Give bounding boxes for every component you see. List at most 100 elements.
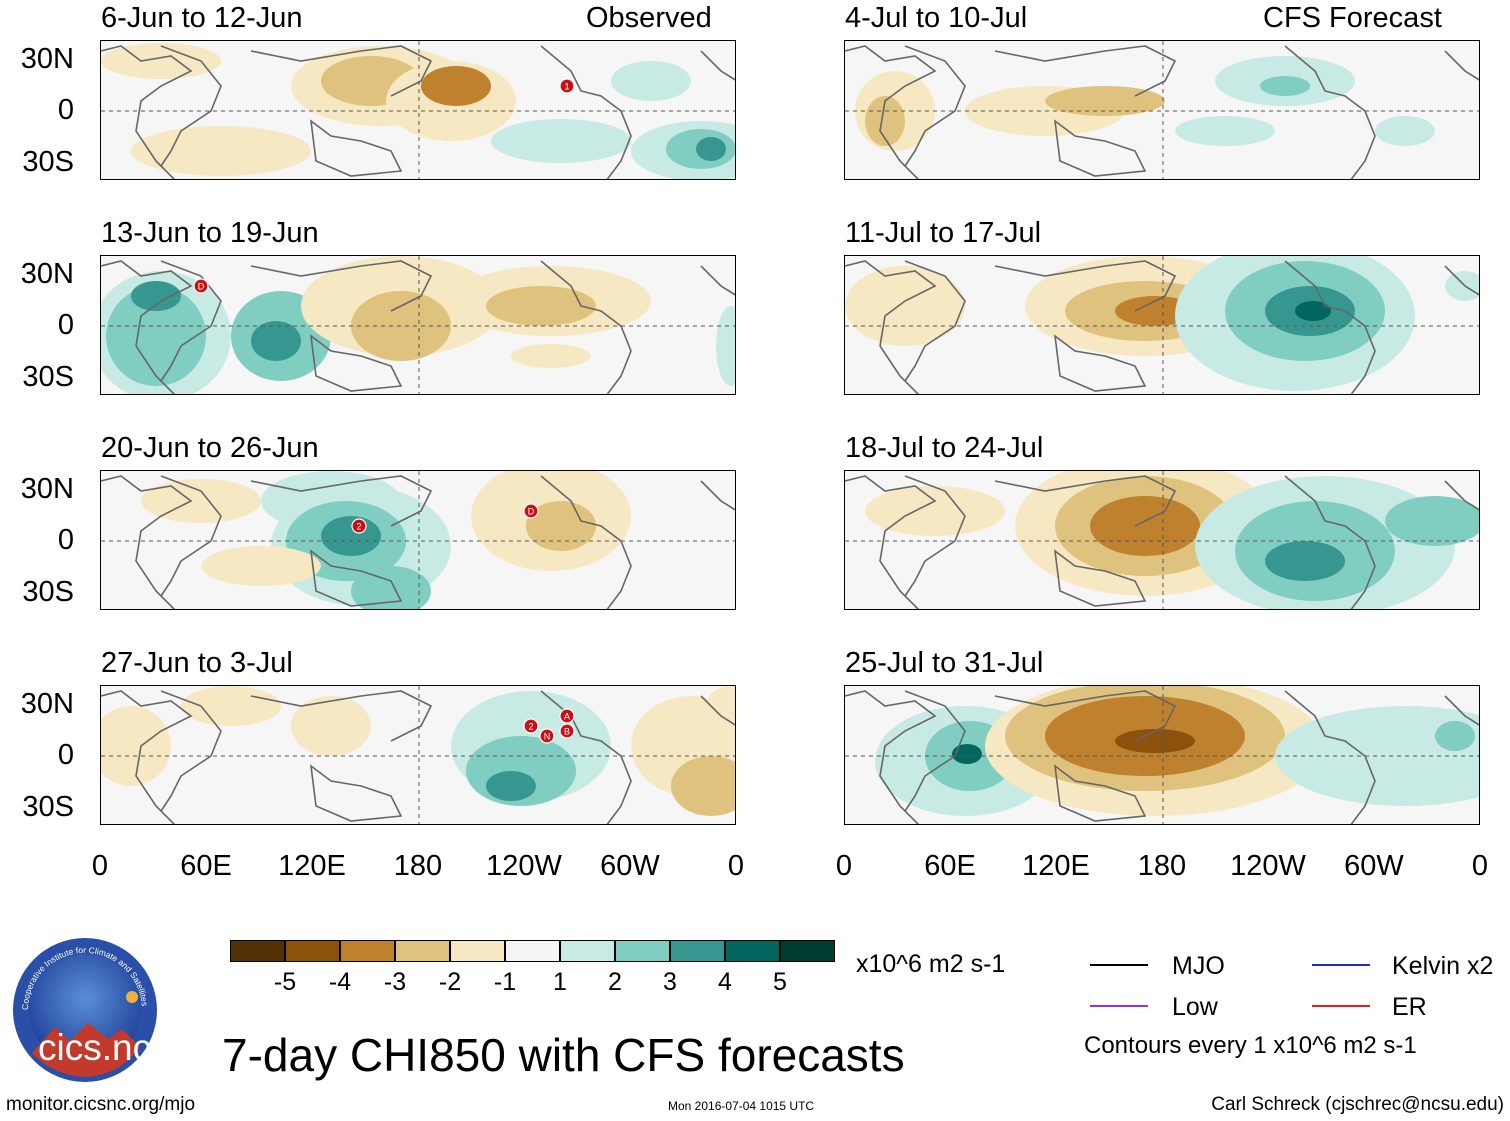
colorbar-label: 2	[608, 968, 622, 996]
y-tick-30s: 30S	[22, 361, 74, 393]
legend-er-line	[1312, 1005, 1370, 1007]
colorbar-label: 3	[663, 968, 677, 996]
anomaly-region	[1385, 496, 1479, 546]
observed-header: Observed	[586, 2, 712, 34]
panel-title-obs3: 20-Jun to 26-Jun	[101, 432, 319, 464]
x-tick: 0	[835, 850, 853, 882]
anomaly-region	[511, 344, 591, 368]
colorbar-label: -4	[328, 968, 352, 996]
panel-title-obs1: 6-Jun to 12-Jun	[101, 2, 303, 34]
storm-marker: A	[559, 708, 575, 724]
forecast-header: CFS Forecast	[1263, 2, 1442, 34]
legend-low-line	[1090, 1005, 1148, 1007]
storm-label: D	[528, 507, 535, 517]
panel-title-fc4: 25-Jul to 31-Jul	[845, 647, 1044, 679]
coastline	[101, 260, 735, 394]
anomaly-region	[181, 686, 281, 726]
colorbar-swatch	[670, 940, 725, 962]
y-tick-30n: 30N	[20, 258, 74, 290]
storm-marker: N	[539, 728, 555, 744]
anomaly-region	[1115, 296, 1195, 326]
colorbar-swatch	[560, 940, 615, 962]
panel-title-fc1: 4-Jul to 10-Jul	[845, 2, 1028, 34]
x-tick: 0	[727, 850, 745, 882]
x-tick: 60W	[1344, 850, 1404, 882]
anomaly-region	[526, 501, 596, 551]
anomaly-region	[101, 706, 171, 786]
footer-credit: Carl Schreck (cjschrec@ncsu.edu)	[1211, 1094, 1504, 1115]
legend-er-label: ER	[1392, 993, 1427, 1021]
anomaly-region	[1115, 729, 1195, 753]
colorbar-swatch	[230, 940, 285, 962]
map-obs3: 2D	[101, 471, 735, 609]
anomaly-region	[201, 546, 321, 586]
anomaly-region	[716, 306, 735, 386]
colorbar-swatch	[395, 940, 450, 962]
colorbar-swatch	[615, 940, 670, 962]
anomaly-region	[486, 286, 596, 326]
anomaly-region	[131, 281, 181, 311]
cics-logo: Cooperative Institute for Climate and Sa…	[10, 935, 160, 1085]
legend-kelvin-label: Kelvin x2	[1392, 952, 1494, 980]
anomaly-region	[491, 119, 631, 163]
footer-url: monitor.cicsnc.org/mjo	[6, 1094, 196, 1115]
legend-low-label: Low	[1172, 993, 1218, 1021]
colorbar-label: -1	[493, 968, 517, 996]
anomaly-region	[696, 137, 726, 161]
y-tick-30s: 30S	[22, 791, 74, 823]
anomaly-region	[611, 61, 691, 101]
anomaly-region	[141, 479, 261, 523]
map-fc3	[845, 471, 1479, 609]
colorbar-label: -2	[438, 968, 462, 996]
y-tick-eq: 0	[57, 309, 74, 341]
anomaly-region	[1375, 116, 1435, 146]
anomaly-region	[1090, 496, 1200, 556]
colorbar-swatch	[285, 940, 340, 962]
storm-label: 2	[356, 522, 361, 532]
anomaly-region	[1295, 301, 1331, 321]
anomaly-region	[131, 126, 311, 176]
storm-label: 2	[528, 722, 533, 732]
map-panel-obs2: D	[100, 255, 736, 395]
map-fc4	[845, 686, 1479, 824]
y-tick-30s: 30S	[22, 146, 74, 178]
storm-marker: 1	[559, 78, 575, 94]
coastline	[845, 260, 1479, 394]
panel-title-obs2: 13-Jun to 19-Jun	[101, 217, 319, 249]
panel-title-fc3: 18-Jul to 24-Jul	[845, 432, 1044, 464]
colorbar-label: 4	[718, 968, 732, 996]
anomaly-region	[291, 696, 371, 756]
units-label: x10^6 m2 s-1	[856, 950, 1006, 978]
legend-kelvin-line	[1312, 964, 1370, 966]
anomaly-region	[952, 744, 982, 764]
anomaly-region	[865, 486, 1005, 536]
storm-label: B	[564, 727, 570, 737]
y-tick-eq: 0	[57, 739, 74, 771]
coastline	[845, 690, 1479, 824]
map-panel-obs1: 1	[100, 40, 736, 180]
anomaly-region	[486, 771, 536, 801]
map-panel-fc1	[844, 40, 1480, 180]
logo-graphic: Cooperative Institute for Climate and Sa…	[13, 938, 157, 1082]
coastline	[101, 45, 735, 179]
storm-marker: D	[523, 503, 539, 519]
anomaly-region	[865, 96, 905, 146]
panel-title-obs4: 27-Jun to 3-Jul	[101, 647, 293, 679]
storm-label: 1	[564, 82, 569, 92]
colorbar-label: 1	[553, 968, 567, 996]
anomaly-region	[1260, 76, 1310, 96]
anomaly-region	[1435, 721, 1475, 751]
map-fc1	[845, 41, 1479, 179]
anomaly-region	[1445, 271, 1479, 301]
map-obs1: 1	[101, 41, 735, 179]
y-tick-30n: 30N	[20, 688, 74, 720]
anomaly-region	[101, 43, 221, 79]
x-tick: 60E	[180, 850, 232, 882]
anomaly-region	[1175, 116, 1275, 146]
colorbar-label: -5	[273, 968, 297, 996]
x-tick: 180	[393, 850, 443, 882]
anomaly-region	[351, 566, 431, 609]
anomaly-region	[351, 291, 451, 361]
coastline	[845, 45, 1479, 179]
